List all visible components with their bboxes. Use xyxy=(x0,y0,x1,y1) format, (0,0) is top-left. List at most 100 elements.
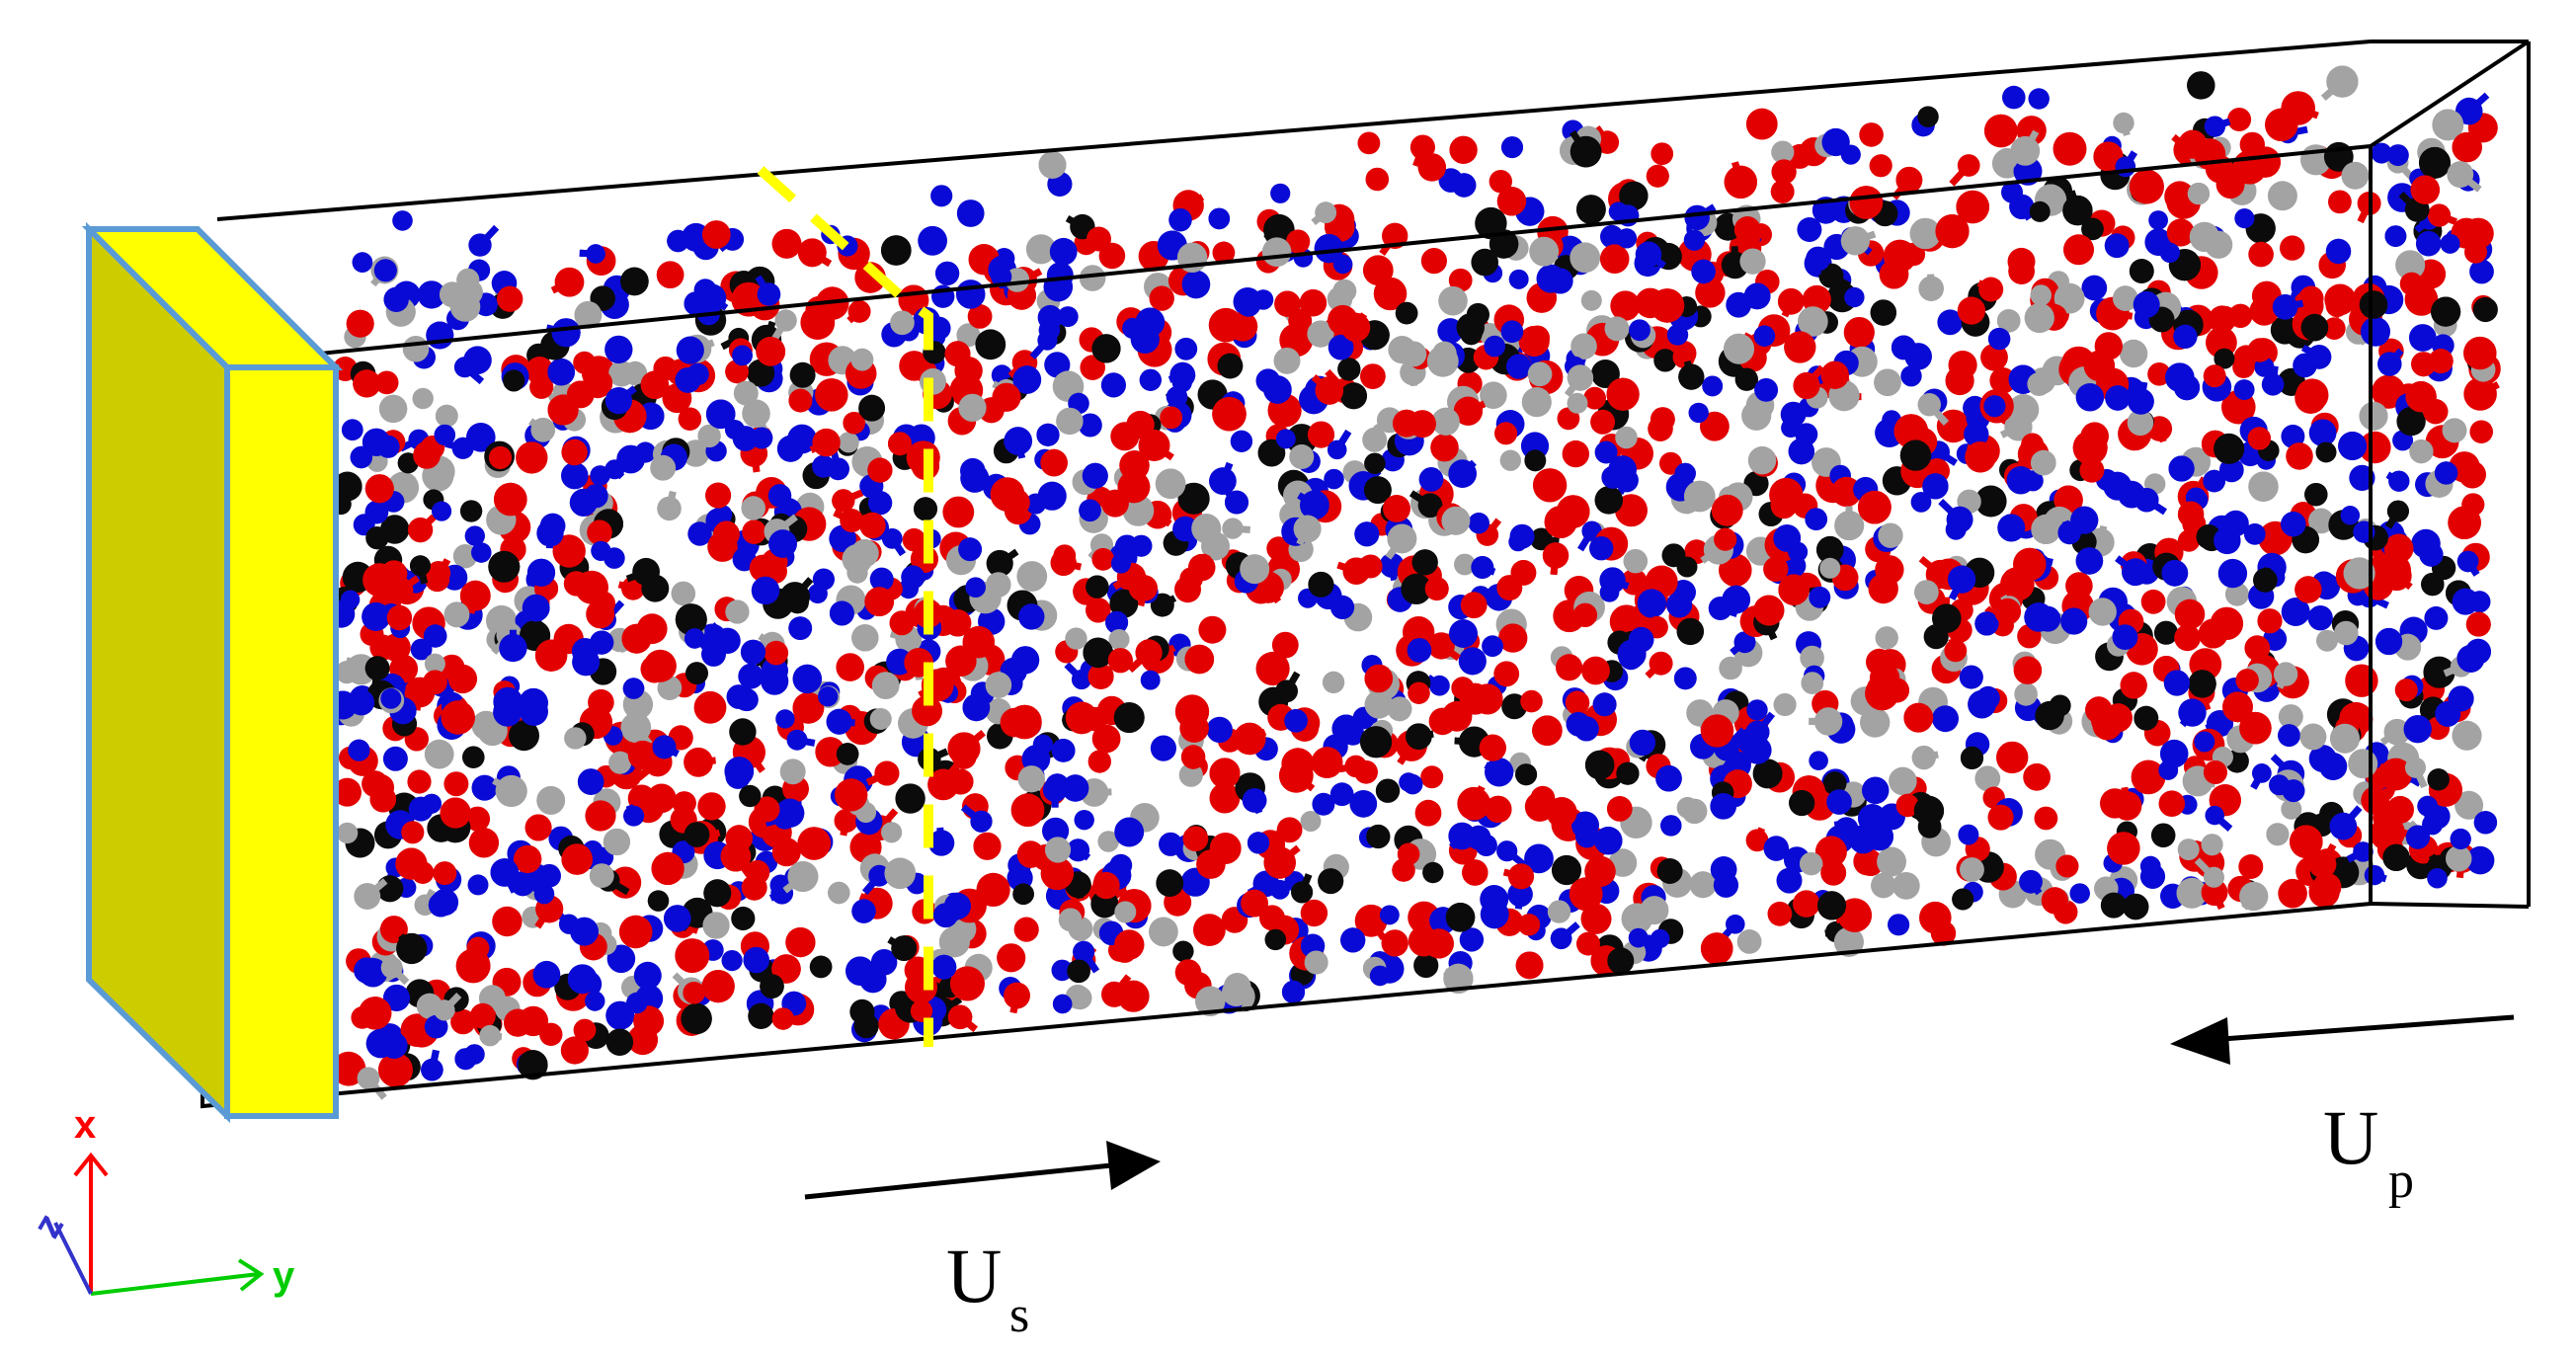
atom xyxy=(459,580,491,611)
atom xyxy=(829,600,854,626)
bond xyxy=(2296,105,2319,120)
atom xyxy=(2079,457,2105,483)
bond xyxy=(2428,853,2443,870)
atom xyxy=(986,572,1011,598)
bond xyxy=(2122,150,2137,169)
bond xyxy=(2379,729,2399,746)
bond xyxy=(1152,442,1174,461)
atom xyxy=(1788,541,1809,562)
atom xyxy=(1987,327,2011,351)
atom xyxy=(2069,883,2090,904)
bond xyxy=(440,901,457,911)
bond xyxy=(1672,601,1681,610)
atom xyxy=(2063,234,2094,266)
atom xyxy=(2345,664,2378,697)
atom xyxy=(2396,406,2426,437)
atom xyxy=(944,341,971,367)
atom xyxy=(1459,927,1485,952)
bond xyxy=(2373,754,2382,768)
bond xyxy=(1591,915,1597,922)
atom xyxy=(1515,951,1544,980)
bond xyxy=(1394,343,1405,354)
atom xyxy=(1300,811,1322,832)
atom xyxy=(2415,230,2442,257)
atom xyxy=(1364,476,1392,504)
atom xyxy=(1747,446,1777,475)
bond xyxy=(2280,116,2298,128)
bond xyxy=(1093,788,1112,796)
atom xyxy=(2030,284,2052,306)
atom xyxy=(1209,782,1241,814)
atom xyxy=(2160,739,2189,768)
bond xyxy=(1490,643,1496,651)
atom xyxy=(1964,421,1989,447)
atom xyxy=(462,746,485,768)
atom xyxy=(771,954,801,984)
atom xyxy=(1387,696,1412,722)
atom xyxy=(1025,493,1047,515)
bond xyxy=(398,933,415,951)
atom xyxy=(467,874,489,896)
atom xyxy=(1366,824,1391,849)
bond xyxy=(611,466,625,480)
atom xyxy=(1713,872,1738,898)
atom xyxy=(1079,265,1106,291)
bond xyxy=(765,815,786,827)
atom xyxy=(1831,476,1862,508)
bond xyxy=(2378,762,2398,778)
bond xyxy=(1949,163,1972,187)
bond xyxy=(1655,339,1675,351)
bond xyxy=(786,240,797,249)
atom xyxy=(564,727,587,750)
bond xyxy=(1170,642,1183,658)
bond xyxy=(2120,121,2131,136)
atom xyxy=(838,432,859,453)
bond xyxy=(583,1023,597,1034)
bond xyxy=(1540,535,1560,545)
atom xyxy=(1739,248,1766,275)
bond xyxy=(1161,595,1177,608)
bond xyxy=(599,548,612,561)
atom xyxy=(534,639,568,672)
bond xyxy=(567,855,579,866)
atom xyxy=(2165,362,2195,393)
atom xyxy=(1402,773,1423,795)
atom xyxy=(1449,135,1478,164)
atom xyxy=(745,860,770,885)
atom xyxy=(2394,679,2418,702)
bond xyxy=(889,630,910,643)
bond xyxy=(1901,344,1920,359)
bond xyxy=(1781,299,1795,318)
atom xyxy=(1331,714,1361,744)
atom xyxy=(354,957,380,984)
atom xyxy=(1160,406,1183,430)
atom xyxy=(2312,872,2342,902)
atom xyxy=(2456,644,2485,673)
atom xyxy=(1857,849,1884,877)
atom xyxy=(851,624,879,652)
atom xyxy=(1438,285,1468,316)
atom xyxy=(340,590,361,609)
atom xyxy=(1460,592,1488,619)
bond xyxy=(1683,360,1695,378)
atom xyxy=(2189,221,2220,253)
bond xyxy=(1621,433,1628,441)
atom xyxy=(1859,122,1884,147)
bond xyxy=(1466,400,1487,415)
atom xyxy=(1572,602,1598,627)
bond xyxy=(381,435,392,448)
atom xyxy=(359,997,392,1030)
atom xyxy=(962,626,995,659)
atom xyxy=(1932,705,1959,733)
atom xyxy=(702,912,730,939)
atom xyxy=(1364,664,1394,693)
bond xyxy=(1014,439,1026,459)
atom xyxy=(1960,857,1984,882)
atom xyxy=(1430,434,1459,462)
atom xyxy=(650,454,677,481)
bond xyxy=(810,249,833,268)
atom xyxy=(1974,485,2007,518)
atom xyxy=(1959,665,1983,689)
atom xyxy=(789,361,816,388)
